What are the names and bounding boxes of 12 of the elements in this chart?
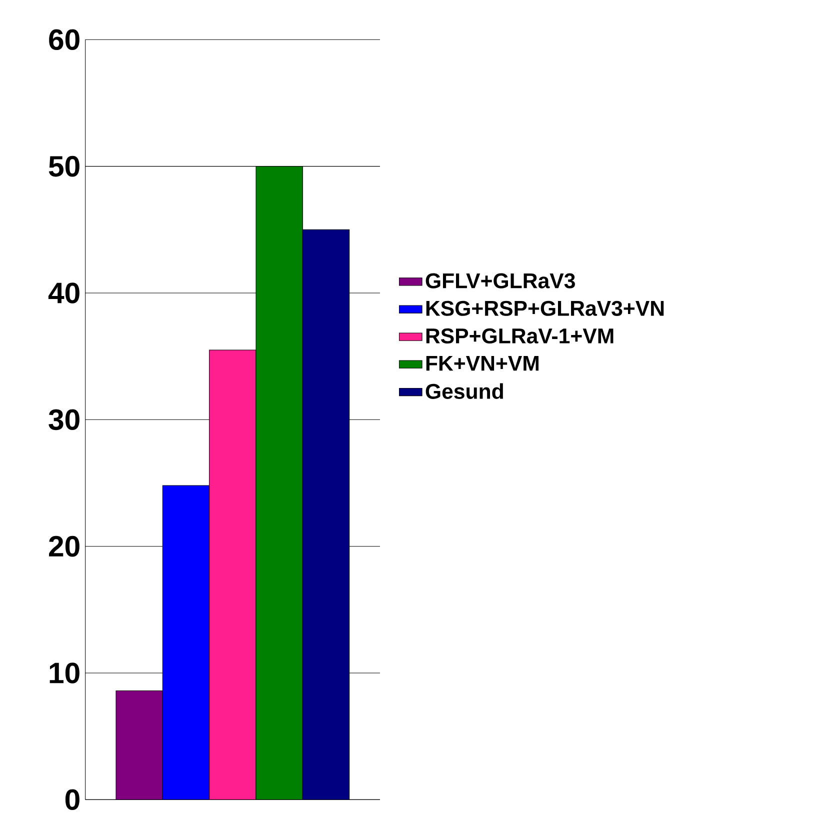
legend-label: FK+VN+VM [426, 356, 539, 371]
y-tick-label: 50 [48, 156, 80, 177]
legend-label: RSP+GLRaV-1+VM [426, 328, 614, 344]
y-tick-label: 30 [48, 409, 80, 430]
legend-label: KSG+RSP+GLRaV3+VN [426, 300, 664, 316]
y-tick-label: 10 [50, 662, 80, 684]
y-tick-label: 0 [65, 789, 80, 810]
y-tick-label: 20 [49, 536, 80, 557]
y-tick-label: 60 [49, 29, 80, 50]
legend-label: Gesund [426, 383, 503, 399]
y-tick-label: 40 [48, 282, 80, 304]
legend-label: GFLV+GLRaV3 [426, 273, 575, 288]
